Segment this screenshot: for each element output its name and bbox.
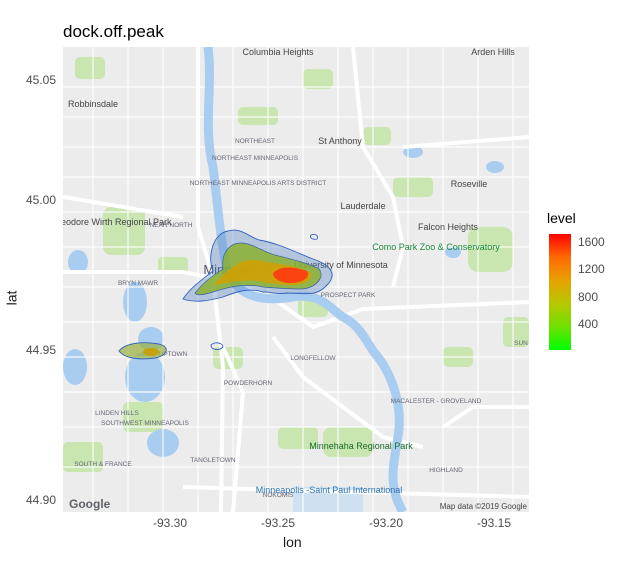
svg-text:TANGLETOWN: TANGLETOWN [190,457,236,464]
svg-text:NORTHEAST MINNEAPOLIS ARTS DIS: NORTHEAST MINNEAPOLIS ARTS DISTRICT [190,180,327,187]
svg-text:SOUTH & FRANCE: SOUTH & FRANCE [74,461,132,468]
contour-south [210,342,224,350]
x-tick-label: -93.30 [152,516,188,530]
svg-text:St Anthony: St Anthony [318,136,362,146]
svg-text:LINDEN HILLS: LINDEN HILLS [95,410,139,417]
legend-tick-label: 1600 [578,235,605,249]
svg-text:PROSPECT PARK: PROSPECT PARK [321,292,376,299]
contour-peak [273,267,309,283]
svg-text:POWDERHORN: POWDERHORN [224,380,273,387]
x-tick-label: -93.15 [476,516,512,530]
svg-text:NORTHEAST MINNEAPOLIS: NORTHEAST MINNEAPOLIS [212,155,299,162]
x-tick-label: -93.20 [368,516,404,530]
svg-text:NOKOMIS: NOKOMIS [263,492,294,499]
svg-text:Minnehaha Regional Park: Minnehaha Regional Park [309,441,413,451]
svg-text:Arden Hills: Arden Hills [471,47,515,57]
legend-colorbar [549,234,571,350]
map-attribution: Map data ©2019 Google [440,502,528,511]
legend-tick-label: 400 [578,317,599,331]
contour-east [310,233,318,240]
y-tick-label: 45.00 [25,193,56,207]
map-labels: Columbia Heights Arden Hills Robbinsdale… [63,47,528,499]
svg-text:SOUTHWEST MINNEAPOLIS: SOUTHWEST MINNEAPOLIS [101,420,189,427]
density-contours [118,229,333,360]
legend-tick-label: 800 [578,290,599,304]
svg-text:University of Minnesota: University of Minnesota [294,260,388,270]
svg-text:Robbinsdale: Robbinsdale [68,99,118,109]
y-tick-label: 45.05 [25,73,56,87]
svg-text:MACALESTER - GROVELAND: MACALESTER - GROVELAND [391,398,482,405]
svg-text:NORTHEAST: NORTHEAST [235,138,275,145]
svg-text:HIGHLAND: HIGHLAND [429,467,463,474]
svg-text:LONGFELLOW: LONGFELLOW [290,355,336,362]
legend-tick-label: 1200 [578,262,605,276]
svg-text:Minneapolis -Saint Paul Intern: Minneapolis -Saint Paul International [256,485,403,495]
y-tick-label: 44.95 [25,343,56,357]
chart-title: dock.off.peak [63,22,164,41]
park-areas [63,57,529,472]
svg-text:Columbia Heights: Columbia Heights [242,47,314,57]
x-tick-label: -93.25 [260,516,296,530]
svg-text:NEAR NORTH: NEAR NORTH [150,222,193,229]
contour-small [143,348,159,356]
basemap: Columbia Heights Arden Hills Robbinsdale… [63,47,529,512]
google-logo: Google [69,497,111,511]
x-axis-label: lon [283,534,302,550]
mississippi-river [203,47,407,512]
svg-text:SUN: SUN [514,340,528,347]
svg-text:Lauderdale: Lauderdale [340,201,385,211]
y-axis-label: lat [3,290,20,306]
svg-text:Falcon Heights: Falcon Heights [418,222,479,232]
map-panel[interactable]: Columbia Heights Arden Hills Robbinsdale… [63,47,529,512]
svg-text:UPTOWN: UPTOWN [159,351,188,358]
legend-title: level [547,210,576,226]
svg-text:Como Park Zoo & Conservatory: Como Park Zoo & Conservatory [372,242,500,252]
svg-text:Roseville: Roseville [451,179,488,189]
svg-text:BRYN MAWR: BRYN MAWR [118,280,158,287]
y-tick-label: 44.90 [25,493,56,507]
svg-text:Theodore Wirth Regional Park: Theodore Wirth Regional Park [63,217,172,227]
